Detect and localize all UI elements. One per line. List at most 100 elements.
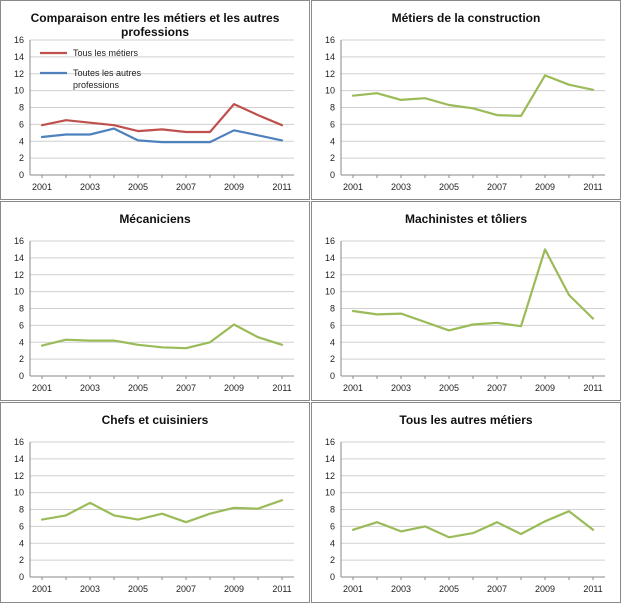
chart-frame <box>311 402 621 603</box>
y-tick-label: 6 <box>330 320 335 330</box>
series-line-toutes-les-autres-professions <box>40 127 284 144</box>
x-tick-label: 2003 <box>391 383 411 393</box>
y-tick-label: 2 <box>330 153 335 163</box>
y-tick-label: 2 <box>19 555 24 565</box>
y-tick-label: 14 <box>325 454 335 464</box>
x-tick-label: 2007 <box>176 182 196 192</box>
x-tick-label: 2005 <box>439 584 459 594</box>
y-tick-label: 4 <box>19 337 24 347</box>
y-tick-label: 10 <box>325 86 335 96</box>
y-tick-label: 0 <box>330 572 335 582</box>
y-tick-label: 16 <box>14 236 24 246</box>
y-tick-label: 8 <box>19 304 24 314</box>
x-tick-label: 2001 <box>343 182 363 192</box>
chart-panel-machinistes-et-toliers: Machinistes et tôliers 0 2 4 6 8 10 12 14 16 2001 2… <box>311 201 621 401</box>
y-tick-label: 4 <box>330 136 335 146</box>
series-line-chefs-et-cuisiniers <box>40 499 284 524</box>
x-tick-label: 2001 <box>343 584 363 594</box>
x-tick-label: 2007 <box>487 182 507 192</box>
x-tick-label: 2003 <box>80 182 100 192</box>
y-tick-label: 0 <box>19 572 24 582</box>
x-tick-label: 2009 <box>535 584 555 594</box>
x-tick-label: 2011 <box>272 383 291 393</box>
chart-title: Machinistes et tôliers <box>405 212 527 226</box>
chart-frame <box>0 0 310 200</box>
y-tick-label: 2 <box>19 153 24 163</box>
x-tick-label: 2001 <box>32 584 52 594</box>
y-tick-label: 4 <box>19 538 24 548</box>
y-tick-label: 12 <box>325 69 335 79</box>
y-tick-label: 12 <box>14 69 24 79</box>
x-tick-label: 2009 <box>535 383 555 393</box>
y-tick-label: 10 <box>14 488 24 498</box>
y-tick-label: 16 <box>14 35 24 45</box>
y-tick-label: 12 <box>325 471 335 481</box>
chart-title: Métiers de la construction <box>392 11 541 25</box>
x-tick-label: 2001 <box>343 383 363 393</box>
chart-frame <box>0 201 310 401</box>
chart-title: Chefs et cuisiniers <box>102 413 209 427</box>
chart-frame <box>311 201 621 401</box>
series-line-tous-les-autres-metiers <box>351 510 595 539</box>
chart-title: Comparaison entre les métiers et les aut… <box>31 11 280 39</box>
y-tick-label: 8 <box>330 505 335 515</box>
x-tick-label: 2005 <box>128 383 148 393</box>
y-tick-label: 4 <box>330 337 335 347</box>
x-tick-label: 2011 <box>583 584 602 594</box>
y-tick-label: 6 <box>330 521 335 531</box>
chart-frame <box>311 0 621 200</box>
y-tick-label: 8 <box>19 103 24 113</box>
x-tick-label: 2005 <box>128 584 148 594</box>
y-tick-label: 6 <box>19 320 24 330</box>
y-tick-label: 2 <box>330 555 335 565</box>
y-tick-label: 6 <box>330 119 335 129</box>
chart-svg: Tous les autres métiers 0 2 4 6 8 10 12 14 16 2001… <box>311 402 621 603</box>
chart-svg: Métiers de la construction 0 2 4 6 8 10 12 14 16 2… <box>311 0 621 200</box>
series-line-metiers-de-la-construction <box>351 74 595 118</box>
y-tick-label: 4 <box>19 136 24 146</box>
x-tick-label: 2005 <box>128 182 148 192</box>
y-tick-label: 0 <box>330 371 335 381</box>
y-tick-label: 0 <box>19 371 24 381</box>
legend-label: Tous les métiers <box>73 48 139 58</box>
y-tick-label: 12 <box>325 270 335 280</box>
x-tick-label: 2003 <box>391 584 411 594</box>
y-tick-label: 14 <box>14 52 24 62</box>
x-tick-label: 2009 <box>535 182 555 192</box>
y-tick-label: 2 <box>19 354 24 364</box>
series-line-machinistes-et-toliers <box>351 248 595 332</box>
chart-svg: Mécaniciens 0 2 4 6 8 10 12 14 16 2001 2003 2005 2007… <box>0 201 310 401</box>
y-tick-label: 8 <box>19 505 24 515</box>
x-tick-label: 2005 <box>439 383 459 393</box>
x-tick-label: 2007 <box>487 584 507 594</box>
chart-panel-mecaniciens: Mécaniciens 0 2 4 6 8 10 12 14 16 2001 2003 2005 2007… <box>0 201 310 401</box>
y-tick-label: 12 <box>14 471 24 481</box>
series-line-mecaniciens <box>40 323 284 350</box>
x-tick-label: 2007 <box>176 584 196 594</box>
y-tick-label: 0 <box>19 170 24 180</box>
x-tick-label: 2001 <box>32 182 52 192</box>
x-tick-label: 2011 <box>272 584 291 594</box>
y-tick-label: 16 <box>325 437 335 447</box>
y-tick-label: 10 <box>14 86 24 96</box>
y-tick-label: 2 <box>330 354 335 364</box>
x-tick-label: 2009 <box>224 182 244 192</box>
y-tick-label: 10 <box>325 287 335 297</box>
x-tick-label: 2003 <box>80 383 100 393</box>
chart-title: Tous les autres métiers <box>399 413 532 427</box>
x-tick-label: 2003 <box>80 584 100 594</box>
x-tick-label: 2011 <box>583 182 602 192</box>
series-line-tous-les-metiers <box>40 102 284 134</box>
y-tick-label: 14 <box>14 454 24 464</box>
x-tick-label: 2009 <box>224 383 244 393</box>
y-tick-label: 16 <box>14 437 24 447</box>
y-tick-label: 8 <box>330 103 335 113</box>
y-tick-label: 10 <box>14 287 24 297</box>
chart-panel-comparaison-entre-les-metiers-et-les-autres-professions: Comparaison entre les métiers et les aut… <box>0 0 310 200</box>
chart-svg: Machinistes et tôliers 0 2 4 6 8 10 12 14 16 2001 2… <box>311 201 621 401</box>
y-tick-label: 14 <box>325 253 335 263</box>
legend-label: Toutes les autres professions <box>73 68 142 90</box>
x-tick-label: 2005 <box>439 182 459 192</box>
y-tick-label: 12 <box>14 270 24 280</box>
y-tick-label: 0 <box>330 170 335 180</box>
